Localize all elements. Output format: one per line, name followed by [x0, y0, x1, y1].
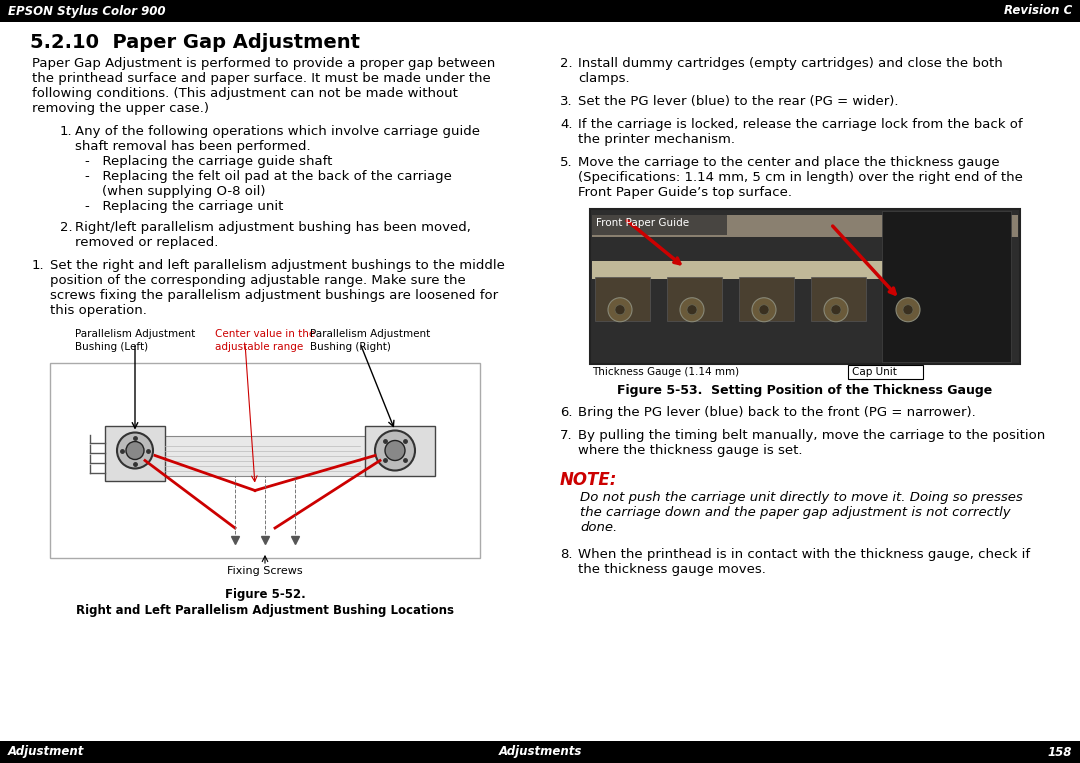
Text: Set the PG lever (blue) to the rear (PG = wider).: Set the PG lever (blue) to the rear (PG … [578, 95, 899, 108]
Bar [883, 277, 939, 320]
Text: Paper Gap Adjustment is performed to provide a proper gap between: Paper Gap Adjustment is performed to pro… [32, 57, 496, 70]
Bar [811, 277, 866, 320]
Text: Thickness Gauge (1.14 mm): Thickness Gauge (1.14 mm) [592, 367, 739, 377]
Text: Bushing (Right): Bushing (Right) [310, 342, 391, 352]
Text: Figure 5-53.  Setting Position of the Thickness Gauge: Figure 5-53. Setting Position of the Thi… [618, 384, 993, 397]
Text: the printhead surface and paper surface. It must be made under the: the printhead surface and paper surface.… [32, 72, 490, 85]
Circle shape [903, 304, 913, 315]
Bar [848, 365, 923, 379]
Text: Cap Unit: Cap Unit [852, 367, 897, 377]
Bar [0, 0, 1080, 22]
Circle shape [759, 304, 769, 315]
Text: screws fixing the parallelism adjustment bushings are loosened for: screws fixing the parallelism adjustment… [50, 289, 498, 302]
Text: -   Replacing the carriage guide shaft: - Replacing the carriage guide shaft [85, 155, 333, 168]
Text: 2.: 2. [561, 57, 572, 70]
Text: Adjustment: Adjustment [8, 745, 84, 758]
Text: 6.: 6. [561, 406, 572, 419]
Text: If the carriage is locked, release the carriage lock from the back of: If the carriage is locked, release the c… [578, 118, 1023, 131]
Text: Figure 5-52.: Figure 5-52. [225, 588, 306, 601]
Text: shaft removal has been performed.: shaft removal has been performed. [75, 140, 311, 153]
Text: removing the upper case.): removing the upper case.) [32, 102, 210, 115]
Circle shape [117, 433, 153, 468]
Text: 1.: 1. [32, 259, 44, 272]
Bar [667, 277, 723, 320]
Bar [592, 261, 922, 278]
Text: Right and Left Parallelism Adjustment Bushing Locations: Right and Left Parallelism Adjustment Bu… [76, 604, 454, 617]
Text: (Specifications: 1.14 mm, 5 cm in length) over the right end of the: (Specifications: 1.14 mm, 5 cm in length… [578, 171, 1023, 184]
Circle shape [375, 430, 415, 471]
Text: position of the corresponding adjustable range. Make sure the: position of the corresponding adjustable… [50, 274, 465, 287]
Circle shape [831, 304, 841, 315]
Text: Do not push the carriage unit directly to move it. Doing so presses: Do not push the carriage unit directly t… [580, 491, 1023, 504]
Text: 5.2.10  Paper Gap Adjustment: 5.2.10 Paper Gap Adjustment [30, 33, 360, 52]
Text: the thickness gauge moves.: the thickness gauge moves. [578, 563, 766, 576]
Text: Bring the PG lever (blue) back to the front (PG = narrower).: Bring the PG lever (blue) back to the fr… [578, 406, 975, 419]
Text: 1.: 1. [60, 125, 72, 138]
Text: following conditions. (This adjustment can not be made without: following conditions. (This adjustment c… [32, 87, 458, 100]
Text: where the thickness gauge is set.: where the thickness gauge is set. [578, 444, 802, 457]
Circle shape [824, 298, 848, 322]
Bar [590, 209, 1020, 364]
Text: 4.: 4. [561, 118, 572, 131]
Text: 2.: 2. [60, 221, 72, 234]
Bar [595, 277, 650, 320]
Bar [882, 211, 1011, 362]
Text: Move the carriage to the center and place the thickness gauge: Move the carriage to the center and plac… [578, 156, 1000, 169]
Circle shape [680, 298, 704, 322]
Circle shape [687, 304, 697, 315]
Text: (when supplying O-8 oil): (when supplying O-8 oil) [85, 185, 266, 198]
Text: done.: done. [580, 521, 618, 534]
Circle shape [126, 442, 144, 459]
Circle shape [615, 304, 625, 315]
Circle shape [384, 440, 405, 461]
Text: NOTE:: NOTE: [561, 471, 618, 489]
Text: Parallelism Adjustment: Parallelism Adjustment [310, 329, 430, 339]
Text: 3.: 3. [561, 95, 572, 108]
Text: Set the right and left parallelism adjustment bushings to the middle: Set the right and left parallelism adjus… [50, 259, 504, 272]
Text: removed or replaced.: removed or replaced. [75, 236, 218, 249]
Text: the printer mechanism.: the printer mechanism. [578, 133, 735, 146]
Bar [592, 215, 1018, 237]
Text: clamps.: clamps. [578, 72, 630, 85]
Text: 7.: 7. [561, 429, 572, 442]
Text: Adjustments: Adjustments [498, 745, 582, 758]
Bar [365, 426, 435, 475]
Text: Front Paper Guide’s top surface.: Front Paper Guide’s top surface. [578, 186, 792, 199]
Circle shape [608, 298, 632, 322]
Text: this operation.: this operation. [50, 304, 147, 317]
Text: Any of the following operations which involve carriage guide: Any of the following operations which in… [75, 125, 480, 138]
Text: EPSON Stylus Color 900: EPSON Stylus Color 900 [8, 5, 165, 18]
Bar [105, 426, 165, 481]
Text: -   Replacing the carriage unit: - Replacing the carriage unit [85, 200, 283, 213]
Text: Bushing (Left): Bushing (Left) [75, 342, 148, 352]
Text: adjustable range: adjustable range [215, 342, 303, 352]
Polygon shape [160, 436, 365, 475]
Text: -   Replacing the felt oil pad at the back of the carriage: - Replacing the felt oil pad at the back… [85, 170, 451, 183]
Bar [739, 277, 794, 320]
Text: Revision C: Revision C [1003, 5, 1072, 18]
Text: Install dummy cartridges (empty cartridges) and close the both: Install dummy cartridges (empty cartridg… [578, 57, 1002, 70]
Bar [592, 215, 727, 235]
Text: Right/left parallelism adjustment bushing has been moved,: Right/left parallelism adjustment bushin… [75, 221, 471, 234]
Text: Parallelism Adjustment: Parallelism Adjustment [75, 329, 195, 339]
Text: 5.: 5. [561, 156, 572, 169]
Text: Fixing Screws: Fixing Screws [227, 566, 302, 576]
Text: 8.: 8. [561, 548, 572, 561]
Bar [50, 363, 480, 558]
Text: Front Paper Guide: Front Paper Guide [596, 218, 689, 228]
Circle shape [896, 298, 920, 322]
Text: When the printhead is in contact with the thickness gauge, check if: When the printhead is in contact with th… [578, 548, 1030, 561]
Text: By pulling the timing belt manually, move the carriage to the position: By pulling the timing belt manually, mov… [578, 429, 1045, 442]
Text: Center value in the: Center value in the [215, 329, 315, 339]
Text: 158: 158 [1048, 745, 1072, 758]
Circle shape [752, 298, 777, 322]
Text: the carriage down and the paper gap adjustment is not correctly: the carriage down and the paper gap adju… [580, 506, 1011, 519]
Bar [0, 741, 1080, 763]
